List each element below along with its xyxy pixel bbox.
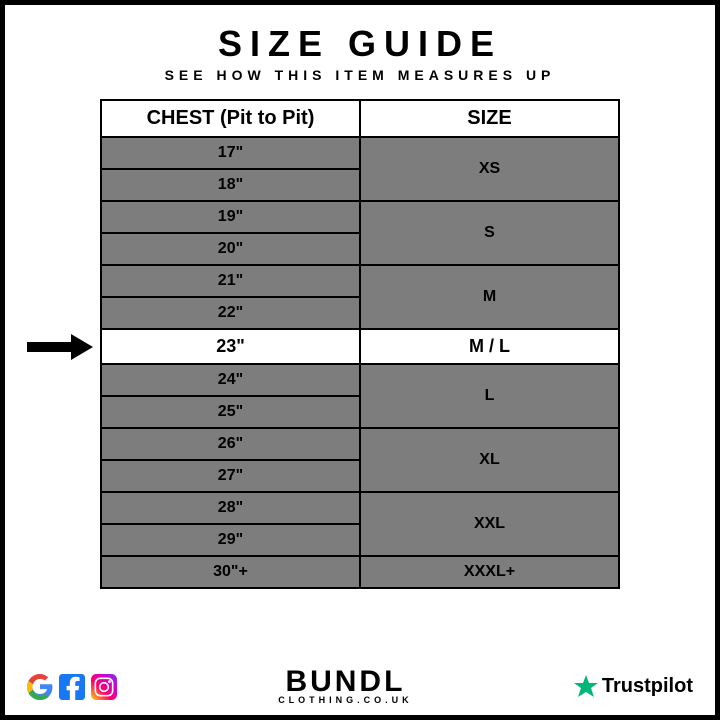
instagram-icon bbox=[91, 674, 117, 700]
chest-cell: 24" bbox=[101, 364, 360, 396]
size-cell: L bbox=[360, 364, 619, 428]
chest-cell: 23" bbox=[101, 329, 360, 364]
size-cell: XXL bbox=[360, 492, 619, 556]
chest-cell: 27" bbox=[101, 460, 360, 492]
brand-subtext: CLOTHING.CO.UK bbox=[117, 695, 574, 705]
size-cell: M bbox=[360, 265, 619, 329]
table-row: 30"+XXXL+ bbox=[101, 556, 619, 588]
column-header-chest: CHEST (Pit to Pit) bbox=[101, 100, 360, 137]
chest-cell: 30"+ bbox=[101, 556, 360, 588]
size-cell: M / L bbox=[360, 329, 619, 364]
size-table: CHEST (Pit to Pit) SIZE 17"XS18"19"S20"2… bbox=[100, 99, 620, 589]
chest-cell: 21" bbox=[101, 265, 360, 297]
size-cell: S bbox=[360, 201, 619, 265]
page-subtitle: SEE HOW THIS ITEM MEASURES UP bbox=[5, 67, 715, 83]
brand-name: BUNDL bbox=[117, 668, 574, 695]
column-header-size: SIZE bbox=[360, 100, 619, 137]
size-cell: XS bbox=[360, 137, 619, 201]
chest-cell: 26" bbox=[101, 428, 360, 460]
chest-cell: 28" bbox=[101, 492, 360, 524]
chest-cell: 18" bbox=[101, 169, 360, 201]
table-row: 26"XL bbox=[101, 428, 619, 460]
header: SIZE GUIDE SEE HOW THIS ITEM MEASURES UP bbox=[5, 5, 715, 91]
trustpilot-label: Trustpilot bbox=[602, 675, 693, 698]
facebook-icon bbox=[59, 674, 85, 700]
social-icons bbox=[27, 674, 117, 700]
brand-logo: BUNDL CLOTHING.CO.UK bbox=[117, 668, 574, 705]
chest-cell: 29" bbox=[101, 524, 360, 556]
arrow-indicator bbox=[27, 336, 97, 358]
table-row: 24"L bbox=[101, 364, 619, 396]
table-row: 23"M / L bbox=[101, 329, 619, 364]
chest-cell: 25" bbox=[101, 396, 360, 428]
trustpilot-star-icon bbox=[574, 675, 598, 699]
table-row: 19"S bbox=[101, 201, 619, 233]
table-row: 17"XS bbox=[101, 137, 619, 169]
chest-cell: 22" bbox=[101, 297, 360, 329]
page-title: SIZE GUIDE bbox=[5, 23, 715, 65]
chest-cell: 20" bbox=[101, 233, 360, 265]
table-header-row: CHEST (Pit to Pit) SIZE bbox=[101, 100, 619, 137]
chest-cell: 19" bbox=[101, 201, 360, 233]
footer: BUNDL CLOTHING.CO.UK Trustpilot bbox=[5, 668, 715, 705]
google-icon bbox=[27, 674, 53, 700]
table-row: 28"XXL bbox=[101, 492, 619, 524]
table-row: 21"M bbox=[101, 265, 619, 297]
trustpilot-badge: Trustpilot bbox=[574, 675, 693, 699]
size-cell: XL bbox=[360, 428, 619, 492]
chest-cell: 17" bbox=[101, 137, 360, 169]
size-table-wrap: CHEST (Pit to Pit) SIZE 17"XS18"19"S20"2… bbox=[5, 99, 715, 589]
size-cell: XXXL+ bbox=[360, 556, 619, 588]
